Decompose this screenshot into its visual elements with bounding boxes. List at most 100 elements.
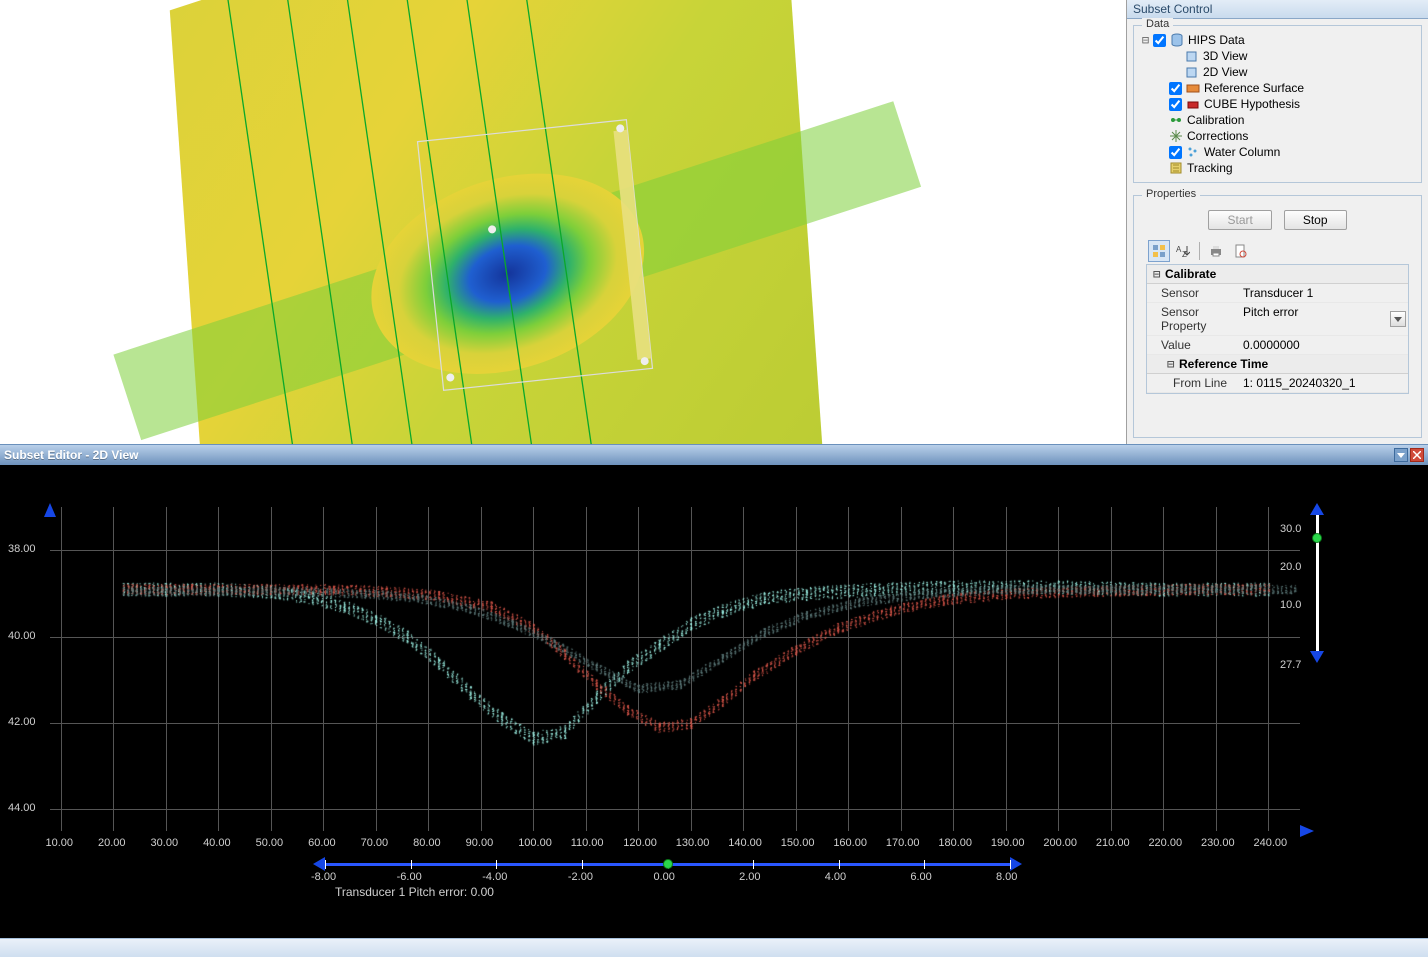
tree-item-label: Calibration <box>1187 113 1244 127</box>
tree-item-label: 3D View <box>1203 49 1247 63</box>
tree-item-label: CUBE Hypothesis <box>1204 97 1300 111</box>
dropdown-icon[interactable] <box>1390 311 1406 327</box>
tree-item-label: Corrections <box>1187 129 1248 143</box>
right-tick-label: 27.7 <box>1280 659 1301 671</box>
slider-tick-label: 0.00 <box>654 871 675 883</box>
status-bar <box>0 938 1428 957</box>
propgrid-key: From Line <box>1147 374 1239 392</box>
slider-tick-label: -8.00 <box>311 871 336 883</box>
cube-icon <box>1185 65 1199 79</box>
right-tick-label: 30.0 <box>1280 523 1301 535</box>
right-tick-label: 10.0 <box>1280 599 1301 611</box>
tree-checkbox[interactable] <box>1169 98 1182 111</box>
propgrid-key: Sensor <box>1147 284 1239 302</box>
slider-tick-label: -2.00 <box>568 871 593 883</box>
tree-item[interactable]: ·3D View <box>1140 48 1415 64</box>
tree-item[interactable]: ·Calibration <box>1140 112 1415 128</box>
print-icon[interactable] <box>1205 240 1227 262</box>
propgrid-value[interactable]: Pitch error <box>1239 303 1408 335</box>
tree-item-label: HIPS Data <box>1188 33 1245 47</box>
start-button[interactable]: Start <box>1208 210 1271 230</box>
propgrid-key: Sensor Property <box>1147 303 1239 335</box>
slider-tick <box>924 860 925 869</box>
properties-toolbar: AZ <box>1140 238 1415 264</box>
pitch-slider-thumb[interactable] <box>663 859 673 869</box>
page-icon[interactable] <box>1229 240 1251 262</box>
subset-control-panel: Subset Control Data ⊟HIPS Data·3D View·2… <box>1126 0 1428 444</box>
slider-tick-label: 8.00 <box>996 871 1017 883</box>
propgrid-value[interactable]: 0.0000000 <box>1239 336 1408 354</box>
slider-tick <box>753 860 754 869</box>
slider-down-arrow-icon[interactable] <box>1310 651 1324 663</box>
tree-item-label: 2D View <box>1203 65 1247 79</box>
right-slider-thumb[interactable] <box>1312 533 1322 543</box>
db-icon <box>1170 33 1184 47</box>
tree-item-label: Reference Surface <box>1204 81 1304 95</box>
toolbar-separator <box>1199 242 1200 260</box>
slider-up-arrow-icon[interactable] <box>1310 503 1324 515</box>
right-tick-label: 20.0 <box>1280 561 1301 573</box>
view-3d[interactable] <box>0 0 1126 444</box>
categorized-icon[interactable] <box>1148 240 1170 262</box>
propgrid-key: Value <box>1147 336 1239 354</box>
slider-tick-label: -4.00 <box>482 871 507 883</box>
tree-item[interactable]: ⊟HIPS Data <box>1140 32 1415 48</box>
tree-item[interactable]: ·Tracking <box>1140 160 1415 176</box>
slider-tick-label: 6.00 <box>910 871 931 883</box>
subset-editor-pane: Subset Editor - 2D View 10.0020.0030.004… <box>0 444 1428 938</box>
pitch-readout: Transducer 1 Pitch error: 0.00 <box>335 885 494 899</box>
propgrid-row[interactable]: SensorTransducer 1 <box>1147 284 1408 303</box>
slider-tick <box>1010 860 1011 869</box>
subset-control-title: Subset Control <box>1127 0 1428 19</box>
tree-item-label: Water Column <box>1204 145 1280 159</box>
alphabetical-icon[interactable]: AZ <box>1172 240 1194 262</box>
propgrid-row[interactable]: Value0.0000000 <box>1147 336 1408 355</box>
propgrid-value[interactable]: 1: 0115_20240320_1 <box>1239 374 1408 392</box>
tree-item[interactable]: ·Water Column <box>1140 144 1415 160</box>
cubehyp-icon <box>1186 97 1200 111</box>
propgrid-section[interactable]: ⊟Reference Time <box>1147 355 1408 374</box>
slider-right-arrow-icon[interactable] <box>1010 857 1022 871</box>
propgrid-row[interactable]: Sensor PropertyPitch error <box>1147 303 1408 336</box>
tree-item-label: Tracking <box>1187 161 1233 175</box>
slider-tick-label: 2.00 <box>739 871 760 883</box>
properties-group-label: Properties <box>1142 188 1200 200</box>
menu-dropdown-icon[interactable] <box>1394 448 1408 462</box>
propgrid-section[interactable]: ⊟Calibrate <box>1147 265 1408 284</box>
propgrid-value[interactable]: Transducer 1 <box>1239 284 1408 302</box>
slider-tick <box>496 860 497 869</box>
calib-icon <box>1169 113 1183 127</box>
tree-checkbox[interactable] <box>1169 82 1182 95</box>
slider-left-arrow-icon[interactable] <box>313 857 325 871</box>
slider-tick <box>839 860 840 869</box>
tree-item[interactable]: ·CUBE Hypothesis <box>1140 96 1415 112</box>
subset-editor-title: Subset Editor - 2D View <box>4 448 138 462</box>
slider-tick <box>411 860 412 869</box>
tree-checkbox[interactable] <box>1153 34 1166 47</box>
close-icon[interactable] <box>1410 448 1424 462</box>
water-icon <box>1186 145 1200 159</box>
track-icon <box>1169 161 1183 175</box>
slider-tick <box>582 860 583 869</box>
propgrid-row[interactable]: From Line1: 0115_20240320_1 <box>1147 374 1408 393</box>
tree-item[interactable]: ·Corrections <box>1140 128 1415 144</box>
subset-editor-header[interactable]: Subset Editor - 2D View <box>0 445 1428 465</box>
data-group-label: Data <box>1142 18 1173 30</box>
properties-button-row: Start Stop <box>1140 210 1415 230</box>
corr-icon <box>1169 129 1183 143</box>
slider-tick <box>325 860 326 869</box>
tree-item[interactable]: ·2D View <box>1140 64 1415 80</box>
data-tree[interactable]: ⊟HIPS Data·3D View·2D View·Reference Sur… <box>1140 32 1415 176</box>
slider-tick-label: -6.00 <box>397 871 422 883</box>
view-2d[interactable]: 10.0020.0030.0040.0050.0060.0070.0080.00… <box>0 465 1428 938</box>
terrain-canvas <box>0 0 1126 444</box>
properties-group: Properties Start Stop AZ <box>1133 195 1422 438</box>
refsurf-icon <box>1186 81 1200 95</box>
tree-item[interactable]: ·Reference Surface <box>1140 80 1415 96</box>
cube-icon <box>1185 49 1199 63</box>
app-root: Subset Control Data ⊟HIPS Data·3D View·2… <box>0 0 1428 957</box>
property-grid[interactable]: ⊟CalibrateSensorTransducer 1Sensor Prope… <box>1146 264 1409 394</box>
upper-pane: Subset Control Data ⊟HIPS Data·3D View·2… <box>0 0 1428 444</box>
tree-checkbox[interactable] <box>1169 146 1182 159</box>
stop-button[interactable]: Stop <box>1284 210 1347 230</box>
